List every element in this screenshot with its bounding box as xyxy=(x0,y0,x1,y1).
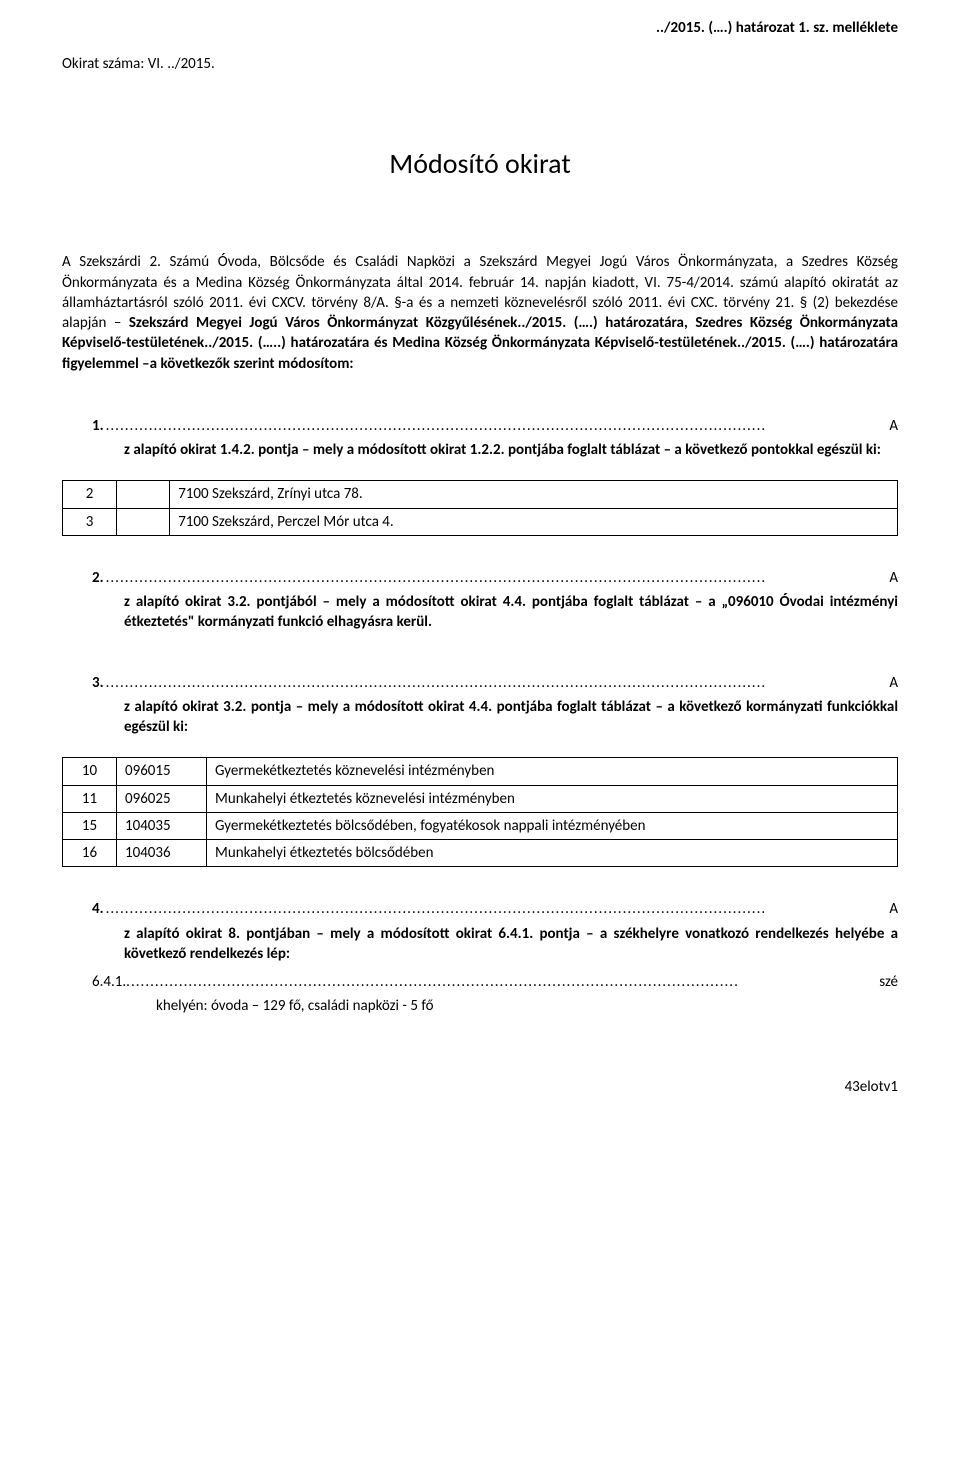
section-3-body: z alapító okirat 3.2. pontja – mely a mó… xyxy=(124,697,898,738)
table-row: 15 104035 Gyermekétkeztetés bölcsődében,… xyxy=(63,812,898,839)
leader-dots: ........................................… xyxy=(126,972,879,992)
section-3-header: 3. .....................................… xyxy=(92,673,898,693)
cell-index: 16 xyxy=(63,840,117,867)
cell-index: 3 xyxy=(63,508,117,535)
leader-end-a: A xyxy=(889,899,898,919)
cell-address: 7100 Szekszárd, Perczel Mór utca 4. xyxy=(170,508,898,535)
cell-empty xyxy=(117,481,170,508)
cell-code: 096015 xyxy=(117,758,207,785)
leader-dots: ........................................… xyxy=(106,568,890,588)
intro-paragraph: A Szekszárdi 2. Számú Óvoda, Bölcsőde és… xyxy=(62,252,898,374)
section-3-number: 3. xyxy=(92,673,104,693)
page-footer-code: 43elotv1 xyxy=(62,1077,898,1097)
leader-dots: ........................................… xyxy=(106,416,890,436)
cell-code: 104036 xyxy=(117,840,207,867)
cell-code: 104035 xyxy=(117,812,207,839)
section-2-body: z alapító okirat 3.2. pontjából – mely a… xyxy=(124,592,898,633)
leader-end-a: A xyxy=(889,673,898,693)
leader-dots: ........................................… xyxy=(106,673,890,693)
cell-index: 11 xyxy=(63,785,117,812)
subsection-641-body: khelyén: óvoda – 129 fő, családi napközi… xyxy=(156,996,898,1016)
subsection-641-header: 6.4.1. .................................… xyxy=(92,972,898,992)
table-functions: 10 096015 Gyermekétkeztetés köznevelési … xyxy=(62,757,898,867)
cell-index: 2 xyxy=(63,481,117,508)
section-2-number: 2. xyxy=(92,568,104,588)
subsection-641-number: 6.4.1. xyxy=(92,972,126,992)
leader-end-a: A xyxy=(889,568,898,588)
table-row: 16 104036 Munkahelyi étkeztetés bölcsődé… xyxy=(63,840,898,867)
cell-code: 096025 xyxy=(117,785,207,812)
header-attachment-label: ../2015. (….) határozat 1. sz. melléklet… xyxy=(62,18,898,38)
section-4-number: 4. xyxy=(92,899,104,919)
table-locations: 2 7100 Szekszárd, Zrínyi utca 78. 3 7100… xyxy=(62,480,898,536)
leader-end-sze: szé xyxy=(879,972,898,992)
cell-empty xyxy=(117,508,170,535)
table-row: 11 096025 Munkahelyi étkeztetés köznevel… xyxy=(63,785,898,812)
cell-index: 10 xyxy=(63,758,117,785)
intro-bold-part: Szekszárd Megyei Jogú Város Önkormányzat… xyxy=(62,314,898,373)
cell-desc: Gyermekétkeztetés köznevelési intézményb… xyxy=(207,758,898,785)
section-1-body: z alapító okirat 1.4.2. pontja – mely a … xyxy=(124,440,898,460)
cell-desc: Munkahelyi étkeztetés bölcsődében xyxy=(207,840,898,867)
cell-address: 7100 Szekszárd, Zrínyi utca 78. xyxy=(170,481,898,508)
leader-dots: ........................................… xyxy=(106,899,890,919)
table-row: 10 096015 Gyermekétkeztetés köznevelési … xyxy=(63,758,898,785)
section-1-number: 1. xyxy=(92,416,104,436)
cell-desc: Gyermekétkeztetés bölcsődében, fogyatéko… xyxy=(207,812,898,839)
cell-index: 15 xyxy=(63,812,117,839)
table-row: 3 7100 Szekszárd, Perczel Mór utca 4. xyxy=(63,508,898,535)
table-row: 2 7100 Szekszárd, Zrínyi utca 78. xyxy=(63,481,898,508)
section-4-body: z alapító okirat 8. pontjában – mely a m… xyxy=(124,924,898,965)
document-number: Okirat száma: VI. ../2015. xyxy=(62,54,898,74)
section-2-header: 2. .....................................… xyxy=(92,568,898,588)
section-1-header: 1. .....................................… xyxy=(92,416,898,436)
leader-end-a: A xyxy=(889,416,898,436)
page-title: Módosító okirat xyxy=(62,145,898,183)
cell-desc: Munkahelyi étkeztetés köznevelési intézm… xyxy=(207,785,898,812)
section-4-header: 4. .....................................… xyxy=(92,899,898,919)
